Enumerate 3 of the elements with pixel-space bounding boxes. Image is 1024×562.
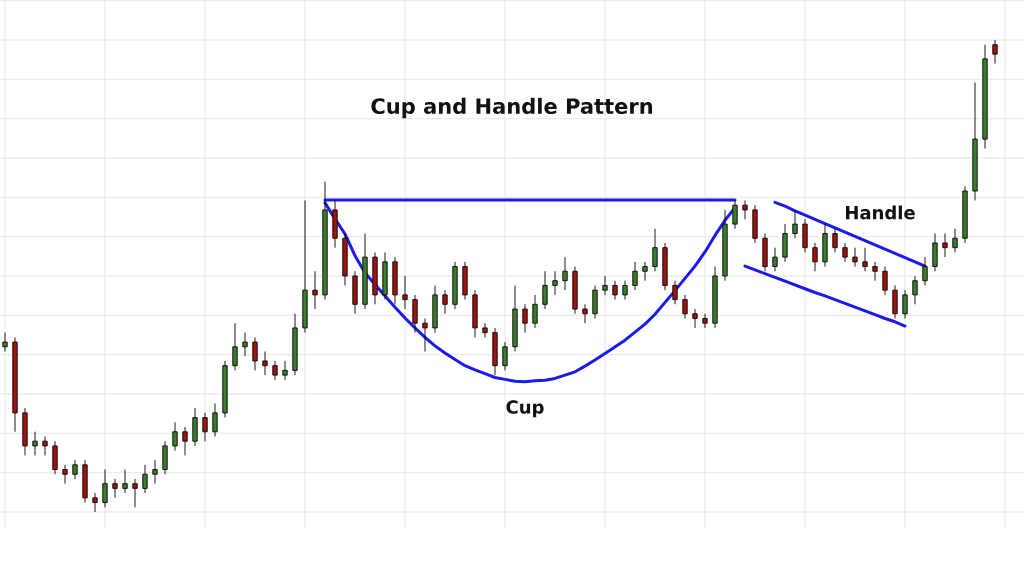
text: Cup and Handle Pattern	[371, 97, 653, 119]
series-label: Cup	[506, 400, 544, 418]
series-label: Handle	[846, 205, 915, 220]
